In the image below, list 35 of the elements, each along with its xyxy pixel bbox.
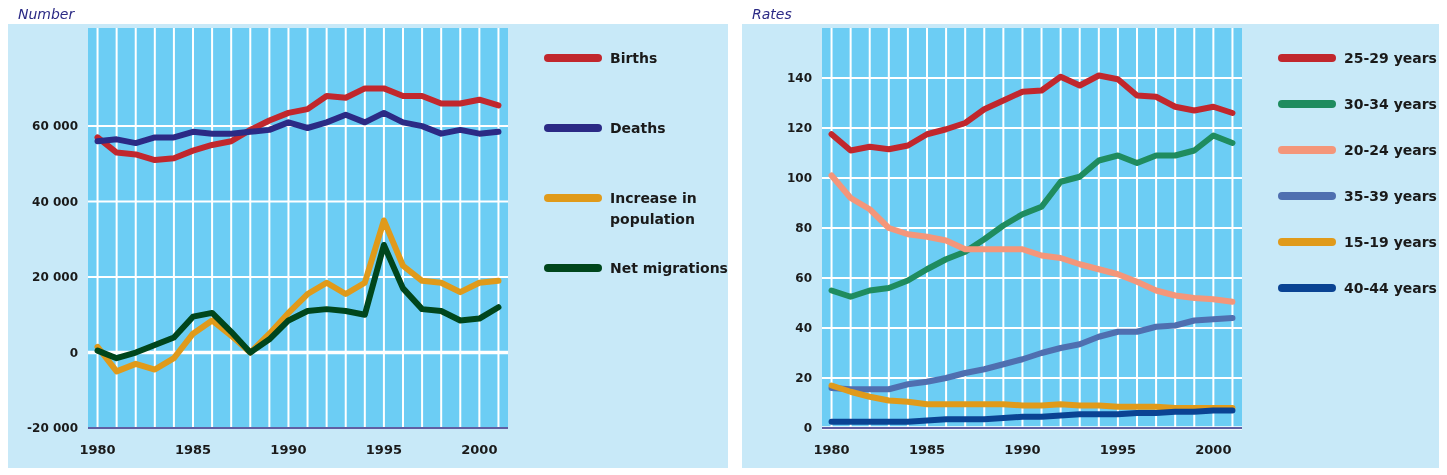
x-tick-label: 1995 — [1099, 442, 1136, 457]
legend-label: 35-39 years — [1344, 187, 1437, 204]
legend-label: 20-24 years — [1344, 141, 1437, 158]
y-tick-label: 20 — [795, 371, 812, 386]
y-tick-label: 120 — [786, 121, 812, 136]
x-tick-label: 1995 — [365, 442, 402, 457]
legend-label: 30-34 years — [1344, 95, 1437, 112]
legend-label: Net migrations — [610, 259, 728, 276]
y-tick-label: 40 000 — [32, 194, 78, 209]
legend-label: Deaths — [610, 119, 666, 136]
x-tick-label: 2000 — [461, 442, 498, 457]
y-tick-label: 0 — [69, 345, 78, 360]
y-tick-label: 0 — [803, 421, 812, 436]
x-tick-label: 1980 — [79, 442, 116, 457]
legend-label: 25-29 years — [1344, 49, 1437, 66]
y-tick-label: -20 000 — [27, 421, 78, 436]
y-axis-title: Rates — [752, 5, 792, 22]
y-tick-label: 60 000 — [32, 119, 78, 134]
y-tick-label: 140 — [786, 71, 812, 86]
legend-label: Increase in population — [610, 189, 697, 227]
legend-label: 40-44 years — [1344, 279, 1437, 296]
y-tick-label: 80 — [795, 221, 812, 236]
x-tick-label: 1980 — [813, 442, 850, 457]
y-tick-label: 40 — [795, 321, 812, 336]
y-tick-label: 100 — [786, 171, 812, 186]
x-tick-label: 1990 — [270, 442, 307, 457]
y-tick-label: 60 — [795, 271, 812, 286]
y-tick-label: 20 000 — [32, 270, 78, 285]
y-axis-title: Number — [18, 5, 76, 22]
x-tick-label: 2000 — [1195, 442, 1232, 457]
x-tick-label: 1985 — [174, 442, 212, 457]
legend-label: 15-19 years — [1344, 233, 1437, 250]
x-tick-label: 1990 — [1004, 442, 1041, 457]
legend-label: Births — [610, 49, 658, 66]
x-tick-label: 1985 — [908, 442, 946, 457]
